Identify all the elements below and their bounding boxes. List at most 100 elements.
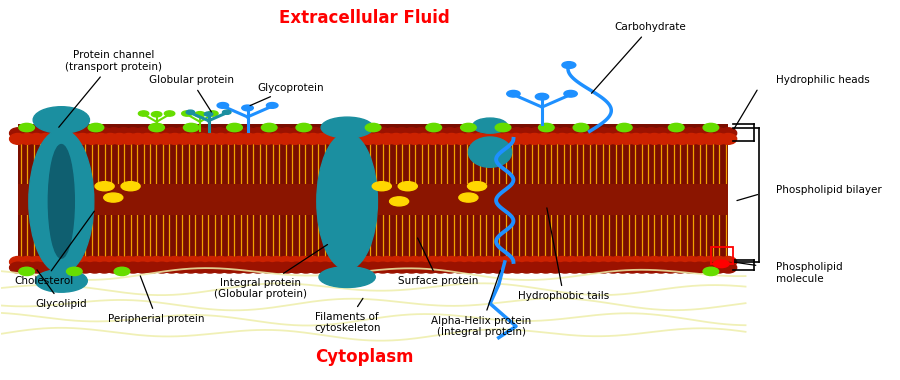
Ellipse shape — [144, 128, 161, 139]
Ellipse shape — [305, 256, 321, 268]
Ellipse shape — [184, 256, 202, 268]
Ellipse shape — [230, 262, 248, 273]
Ellipse shape — [364, 128, 382, 139]
Ellipse shape — [614, 128, 631, 139]
Ellipse shape — [230, 128, 248, 139]
Ellipse shape — [563, 133, 580, 144]
Ellipse shape — [10, 128, 26, 139]
Ellipse shape — [563, 256, 580, 268]
Ellipse shape — [374, 128, 392, 139]
Ellipse shape — [37, 256, 54, 268]
Text: Alpha-Helix protein
(Integral protein): Alpha-Helix protein (Integral protein) — [431, 270, 532, 337]
Ellipse shape — [379, 133, 395, 144]
Ellipse shape — [39, 128, 55, 139]
Ellipse shape — [74, 133, 91, 144]
Ellipse shape — [507, 90, 520, 97]
Ellipse shape — [115, 262, 132, 273]
Ellipse shape — [342, 256, 358, 268]
Ellipse shape — [65, 133, 82, 144]
Ellipse shape — [554, 256, 571, 268]
Ellipse shape — [356, 128, 372, 139]
Ellipse shape — [374, 262, 392, 273]
Ellipse shape — [47, 256, 63, 268]
Ellipse shape — [585, 128, 602, 139]
Text: Cytoplasm: Cytoplasm — [315, 348, 414, 366]
Ellipse shape — [286, 133, 303, 144]
Ellipse shape — [710, 133, 727, 144]
Ellipse shape — [268, 256, 284, 268]
Ellipse shape — [19, 256, 36, 268]
Ellipse shape — [173, 262, 190, 273]
Ellipse shape — [10, 262, 26, 273]
Ellipse shape — [544, 256, 562, 268]
Text: Globular protein: Globular protein — [148, 75, 234, 112]
Ellipse shape — [321, 117, 374, 138]
Ellipse shape — [518, 262, 536, 273]
Ellipse shape — [527, 128, 544, 139]
Ellipse shape — [714, 260, 729, 268]
Ellipse shape — [307, 128, 324, 139]
Ellipse shape — [317, 128, 334, 139]
Ellipse shape — [86, 262, 104, 273]
Ellipse shape — [314, 256, 331, 268]
Ellipse shape — [111, 256, 128, 268]
Text: Phospholipid
molecule: Phospholipid molecule — [776, 263, 842, 284]
Ellipse shape — [154, 128, 170, 139]
Ellipse shape — [19, 124, 34, 132]
Ellipse shape — [627, 256, 644, 268]
Ellipse shape — [462, 256, 479, 268]
Ellipse shape — [48, 128, 65, 139]
Ellipse shape — [470, 262, 487, 273]
Ellipse shape — [158, 256, 174, 268]
Ellipse shape — [490, 256, 506, 268]
Ellipse shape — [390, 197, 409, 206]
Ellipse shape — [576, 128, 593, 139]
Ellipse shape — [47, 133, 63, 144]
Ellipse shape — [581, 133, 598, 144]
Ellipse shape — [323, 133, 340, 144]
Ellipse shape — [674, 256, 690, 268]
Ellipse shape — [317, 262, 334, 273]
Ellipse shape — [336, 128, 353, 139]
Ellipse shape — [231, 133, 248, 144]
Ellipse shape — [240, 256, 257, 268]
Ellipse shape — [526, 256, 543, 268]
Ellipse shape — [703, 124, 719, 132]
Ellipse shape — [95, 182, 114, 191]
Ellipse shape — [556, 128, 573, 139]
Ellipse shape — [37, 133, 54, 144]
Ellipse shape — [480, 256, 497, 268]
Ellipse shape — [572, 256, 590, 268]
Ellipse shape — [416, 256, 432, 268]
Ellipse shape — [388, 133, 405, 144]
Ellipse shape — [336, 262, 353, 273]
Ellipse shape — [720, 128, 737, 139]
Ellipse shape — [49, 144, 75, 258]
Ellipse shape — [212, 133, 230, 144]
Ellipse shape — [295, 133, 312, 144]
Ellipse shape — [56, 133, 73, 144]
Ellipse shape — [58, 262, 75, 273]
Ellipse shape — [67, 267, 82, 276]
Ellipse shape — [453, 133, 469, 144]
Ellipse shape — [664, 256, 681, 268]
Ellipse shape — [28, 256, 45, 268]
Ellipse shape — [655, 133, 672, 144]
Ellipse shape — [624, 128, 641, 139]
Ellipse shape — [166, 133, 184, 144]
Ellipse shape — [221, 133, 239, 144]
Ellipse shape — [398, 182, 418, 191]
Ellipse shape — [203, 133, 220, 144]
Ellipse shape — [384, 128, 400, 139]
Ellipse shape — [703, 267, 719, 276]
Ellipse shape — [403, 128, 420, 139]
Ellipse shape — [121, 256, 137, 268]
Text: Glycoprotein: Glycoprotein — [250, 83, 324, 106]
Ellipse shape — [434, 256, 451, 268]
Ellipse shape — [93, 133, 110, 144]
Ellipse shape — [148, 133, 165, 144]
Ellipse shape — [634, 128, 651, 139]
Ellipse shape — [29, 262, 46, 273]
Ellipse shape — [10, 256, 26, 268]
Ellipse shape — [104, 193, 122, 202]
